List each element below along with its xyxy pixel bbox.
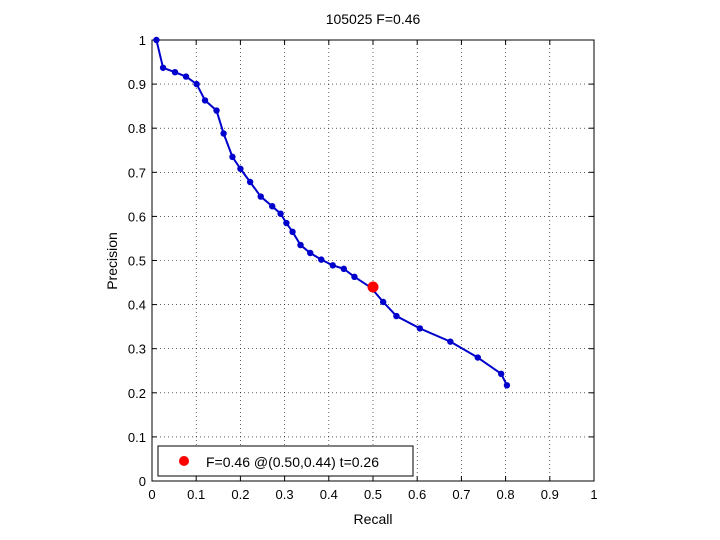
pr-curve-point (283, 219, 290, 227)
pr-curve-point (182, 73, 190, 80)
chart-title: 105025 F=0.46 (326, 11, 421, 27)
pr-curve-point (269, 203, 276, 210)
pr-curve-point (307, 249, 314, 257)
pr-curve-point (379, 298, 387, 306)
pr-curve-point (503, 382, 511, 389)
y-tick-label: 0.1 (128, 430, 146, 445)
y-tick-label: 0.5 (128, 254, 146, 269)
pr-curve-point (159, 64, 167, 71)
x-tick-label: 0.3 (276, 487, 294, 502)
y-tick-label: 1 (139, 33, 146, 48)
highlight-layer (367, 281, 379, 293)
x-tick-label: 0.2 (231, 487, 249, 502)
x-axis-label: Recall (354, 511, 393, 527)
pr-curve-point (277, 210, 284, 217)
x-tick-label: 0.9 (541, 487, 559, 502)
x-tick-label: 0.5 (364, 487, 382, 502)
pr-curve-point (237, 165, 244, 172)
pr-curve-point (393, 312, 400, 320)
y-tick-label: 0.7 (128, 165, 146, 180)
pr-curve-point (220, 130, 227, 137)
pr-curve-point (340, 265, 348, 273)
x-tick-label: 0.4 (320, 487, 338, 502)
pr-curve-point (351, 273, 358, 281)
axis-ticks (151, 39, 595, 482)
legend-marker (179, 456, 189, 466)
y-tick-labels: 0 0.1 0.2 0.3 0.4 0.5 0.6 0.7 0.8 0.9 1 (128, 33, 146, 489)
grid-lines (152, 40, 594, 481)
y-tick-label: 0.9 (128, 77, 146, 92)
pr-curve-point (229, 153, 236, 161)
pr-curve-point (329, 262, 336, 269)
y-tick-label: 0.4 (128, 298, 146, 313)
x-tick-labels: 0 0.1 0.2 0.3 0.4 0.5 0.6 0.7 0.8 0.9 1 (148, 487, 597, 502)
x-tick-label: 0.1 (187, 487, 205, 502)
series-layer (153, 36, 511, 389)
legend-box (157, 445, 414, 477)
x-tick-label: 1 (590, 487, 597, 502)
x-tick-label: 0.6 (408, 487, 426, 502)
pr-curve-point (289, 228, 296, 236)
y-tick-label: 0.6 (128, 209, 146, 224)
pr-curve-point (153, 36, 160, 44)
pr-curve-point (497, 370, 505, 378)
pr-curve-point (193, 80, 200, 88)
pr-curve-point (171, 68, 179, 76)
pr-curve-point (201, 97, 209, 104)
legend-label: F=0.46 @(0.50,0.44) t=0.26 (206, 454, 379, 470)
x-tick-label: 0 (148, 487, 155, 502)
pr-curve-point (447, 338, 454, 345)
pr-curve-point (213, 107, 220, 114)
pr-curve-point (246, 178, 254, 186)
y-tick-label: 0.8 (128, 121, 146, 136)
pr-curve-point (318, 256, 325, 263)
y-tick-label: 0.3 (128, 342, 146, 357)
x-tick-label: 0.7 (452, 487, 470, 502)
pr-curve-point (257, 193, 264, 200)
y-tick-label: 0 (139, 474, 146, 489)
x-tick-label: 0.8 (497, 487, 515, 502)
pr-curve-point (297, 241, 304, 249)
best-f-point (367, 281, 379, 293)
y-axis-label: Precision (104, 232, 120, 290)
legend: F=0.46 @(0.50,0.44) t=0.26 (157, 445, 414, 477)
pr-curve-point (474, 354, 481, 361)
y-tick-label: 0.2 (128, 386, 146, 401)
pr-curve-point (416, 325, 424, 332)
